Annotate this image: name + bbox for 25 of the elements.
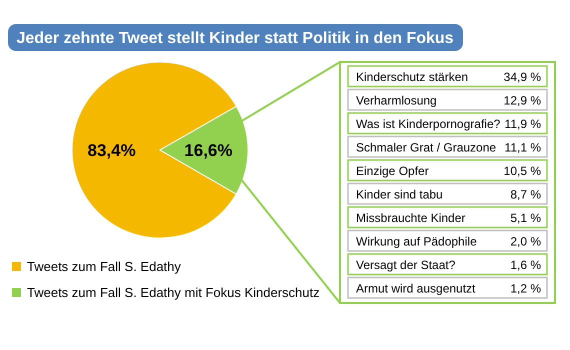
data-label: 83,4% bbox=[88, 140, 136, 160]
text: 2,0 % bbox=[510, 234, 541, 248]
legend-label: Tweets zum Fall S. Edathy bbox=[27, 259, 182, 274]
category-label: Missbrauchte Kinder bbox=[356, 211, 466, 225]
text: 1,2 % bbox=[510, 282, 541, 296]
category-label: Kinder sind tabu bbox=[356, 188, 443, 202]
category-label: Kinderschutz stärken bbox=[356, 70, 468, 84]
category-label: Armut wird ausgenutzt bbox=[356, 282, 476, 296]
category-label: Wirkung auf Pädophile bbox=[356, 234, 478, 248]
chart-title: Jeder zehnte Tweet stellt Kinder statt Politik in den Fokus bbox=[16, 30, 454, 47]
text: 8,7 % bbox=[510, 188, 541, 202]
category-label: Schmaler Grat / Grauzone bbox=[356, 140, 496, 154]
text: 11,9 % bbox=[504, 117, 541, 131]
text: 1,6 % bbox=[510, 258, 541, 272]
category-label: Einzige Opfer bbox=[356, 164, 429, 178]
legend-label: Tweets zum Fall S. Edathy mit Fokus Kinderschutz bbox=[27, 285, 320, 300]
category-label: Was ist Kinderpornografie? bbox=[356, 117, 501, 131]
text: 34,9 % bbox=[504, 70, 541, 84]
category-label: Verharmlosung bbox=[356, 94, 437, 108]
text: 5,1 % bbox=[510, 211, 541, 225]
text: 11,1 % bbox=[504, 140, 541, 154]
text: 10,5 % bbox=[504, 164, 541, 178]
data-label: 16,6% bbox=[184, 141, 232, 160]
category-label: Versagt der Staat? bbox=[356, 258, 456, 272]
text: 12,9 % bbox=[504, 94, 541, 108]
